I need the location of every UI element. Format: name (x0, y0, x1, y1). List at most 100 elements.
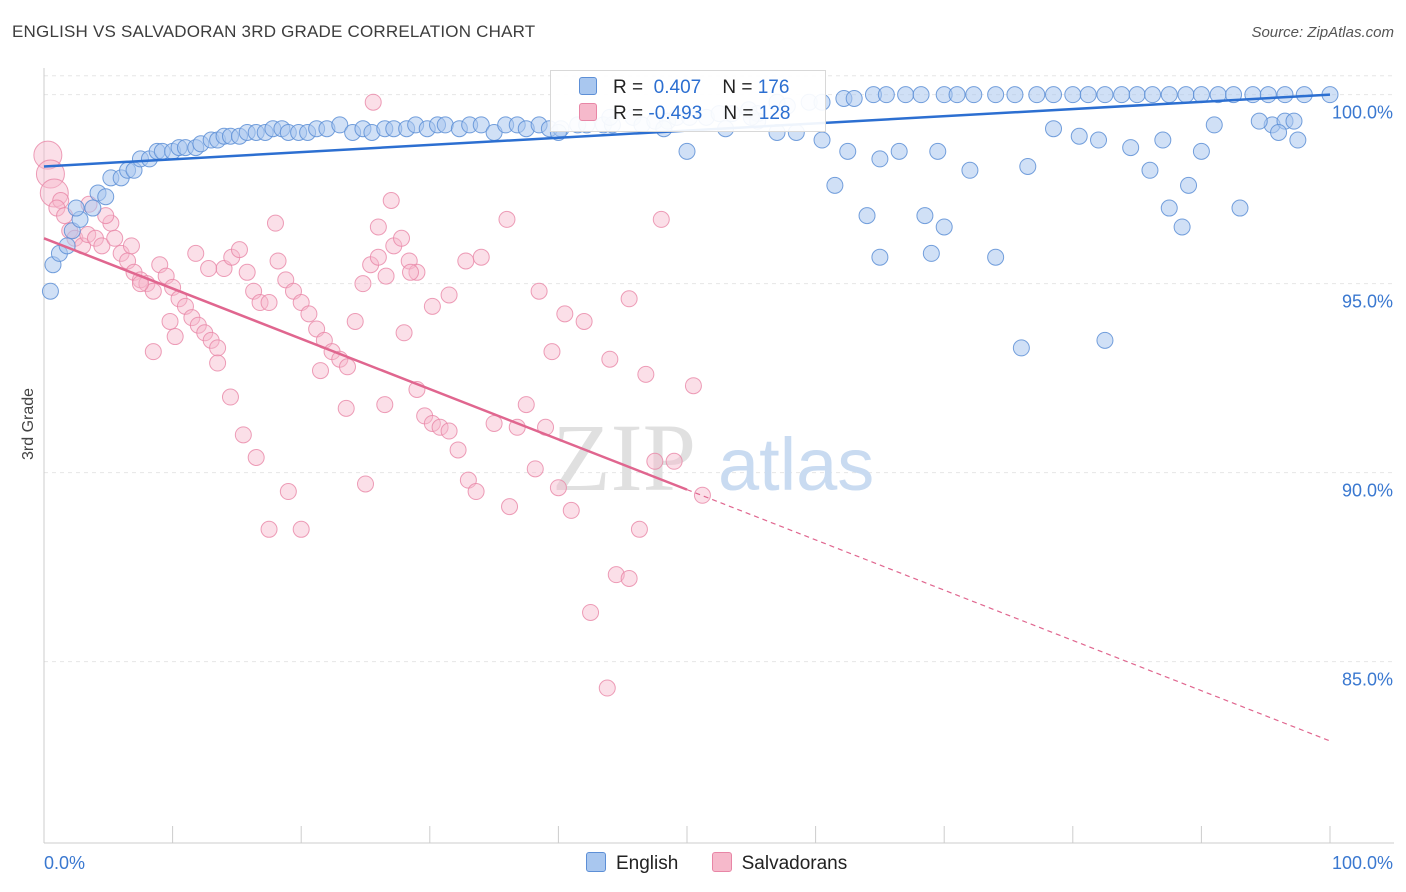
salvadoran-point (251, 294, 269, 312)
salvadoran-point (234, 426, 252, 444)
salvadoran-point (97, 207, 115, 225)
salvadoran-point (485, 414, 503, 432)
english-point (826, 176, 844, 194)
english-n-value: 176 (757, 77, 790, 98)
salvadoran-point (620, 290, 638, 308)
salvadoran-point (431, 418, 449, 436)
english-point (1096, 331, 1114, 349)
salvadoran-trend-line (43, 237, 688, 491)
salvadoran-point (630, 520, 648, 538)
salvadoran-point (408, 263, 426, 281)
salvadoran-point (260, 294, 278, 312)
english-point (1012, 339, 1030, 357)
english-point (1141, 161, 1159, 179)
salvadoran-point (33, 140, 63, 170)
english-point (1090, 131, 1108, 149)
salvadoran-n-label: N = (723, 103, 754, 124)
salvadoran-point (556, 305, 574, 323)
english-point (1259, 86, 1277, 104)
english-point (1122, 139, 1140, 157)
legend-item-english[interactable]: English (586, 852, 678, 875)
salvadoran-point (665, 452, 683, 470)
salvadoran-point (364, 93, 382, 111)
english-point (84, 199, 102, 217)
legend-item-salvadorans[interactable]: Salvadorans (711, 852, 848, 875)
x-tick-label-max: 100.0% (1332, 853, 1393, 873)
salvadoran-point (209, 339, 227, 357)
english-point (1192, 86, 1210, 104)
salvadoran-point (279, 483, 297, 501)
english-point (897, 86, 915, 104)
salvadoran-point (472, 248, 490, 266)
watermark-atlas: atlas (718, 423, 874, 506)
english-point (813, 131, 831, 149)
salvadoran-point (39, 178, 69, 208)
salvadoran-point (562, 501, 580, 519)
english-point (1160, 199, 1178, 217)
source-credit[interactable]: Source: ZipAtlas.com (1251, 24, 1394, 41)
english-point (1154, 131, 1172, 149)
english-point (1128, 86, 1146, 104)
salvadoran-r-value: -0.493 (648, 103, 703, 124)
salvadoran-point (269, 252, 287, 270)
series-legend: English Salvadorans (586, 852, 875, 875)
english-point (1160, 86, 1178, 104)
chart-title: ENGLISH VS SALVADORAN 3RD GRADE CORRELAT… (12, 22, 536, 41)
x-tick-label-min: 0.0% (44, 853, 85, 873)
english-point (1096, 86, 1114, 104)
salvadoran-point (260, 520, 278, 538)
salvadoran-point (457, 252, 475, 270)
english-point (1177, 86, 1195, 104)
y-tick-label: 85.0% (1342, 670, 1393, 690)
correlation-legend: R = 0.407 N = 176 R = -0.493 N = 128 (550, 70, 826, 132)
salvadoran-point (187, 244, 205, 262)
salvadoran-point (637, 365, 655, 383)
english-point (1079, 86, 1097, 104)
english-point (1019, 157, 1037, 175)
salvadoran-r-label: R = (613, 103, 644, 124)
salvadoran-point (35, 159, 65, 189)
salvadoran-point (582, 603, 600, 621)
english-legend-swatch (586, 852, 606, 872)
tick-labels: 85.0% 90.0% 95.0% 100.0% 0.0% 100.0% (44, 103, 1393, 873)
english-point (845, 89, 863, 107)
english-point (1289, 131, 1307, 149)
english-point (890, 142, 908, 160)
english-point (1173, 218, 1191, 236)
salvadoran-point (338, 358, 356, 376)
watermark: ZIP atlas (552, 404, 874, 511)
english-point (1144, 86, 1162, 104)
salvadoran-point (620, 569, 638, 587)
legend-row-english: R = 0.407 N = 176 (579, 77, 789, 101)
english-point (331, 116, 349, 134)
english-point (1064, 86, 1082, 104)
watermark-zip: ZIP (552, 404, 696, 511)
english-point (678, 142, 696, 160)
salvadoran-legend-swatch (711, 852, 732, 872)
english-point (1045, 120, 1063, 138)
english-point (965, 86, 983, 104)
salvadoran-n-value: 128 (758, 103, 791, 124)
salvadoran-point (652, 210, 670, 228)
salvadoran-point (354, 275, 372, 293)
salvadoran-point (369, 218, 387, 236)
salvadoran-point (300, 305, 318, 323)
english-legend-label: English (616, 853, 679, 874)
axes (43, 68, 1394, 844)
english-point (1231, 199, 1249, 217)
salvadoran-point (575, 312, 593, 330)
salvadoran-point (440, 286, 458, 304)
y-tick-label: 100.0% (1332, 103, 1393, 123)
salvadoran-legend-label: Salvadorans (741, 853, 848, 874)
salvadoran-point (144, 343, 162, 361)
english-point (1070, 127, 1088, 145)
y-tick-label: 90.0% (1342, 481, 1393, 501)
salvadoran-swatch (579, 103, 597, 121)
salvadoran-trend-extension (686, 489, 1331, 742)
english-point (97, 188, 115, 206)
salvadoran-point (449, 441, 467, 459)
english-point (987, 248, 1005, 266)
english-point (839, 142, 857, 160)
english-point (1028, 86, 1046, 104)
salvadoran-point (693, 486, 711, 504)
